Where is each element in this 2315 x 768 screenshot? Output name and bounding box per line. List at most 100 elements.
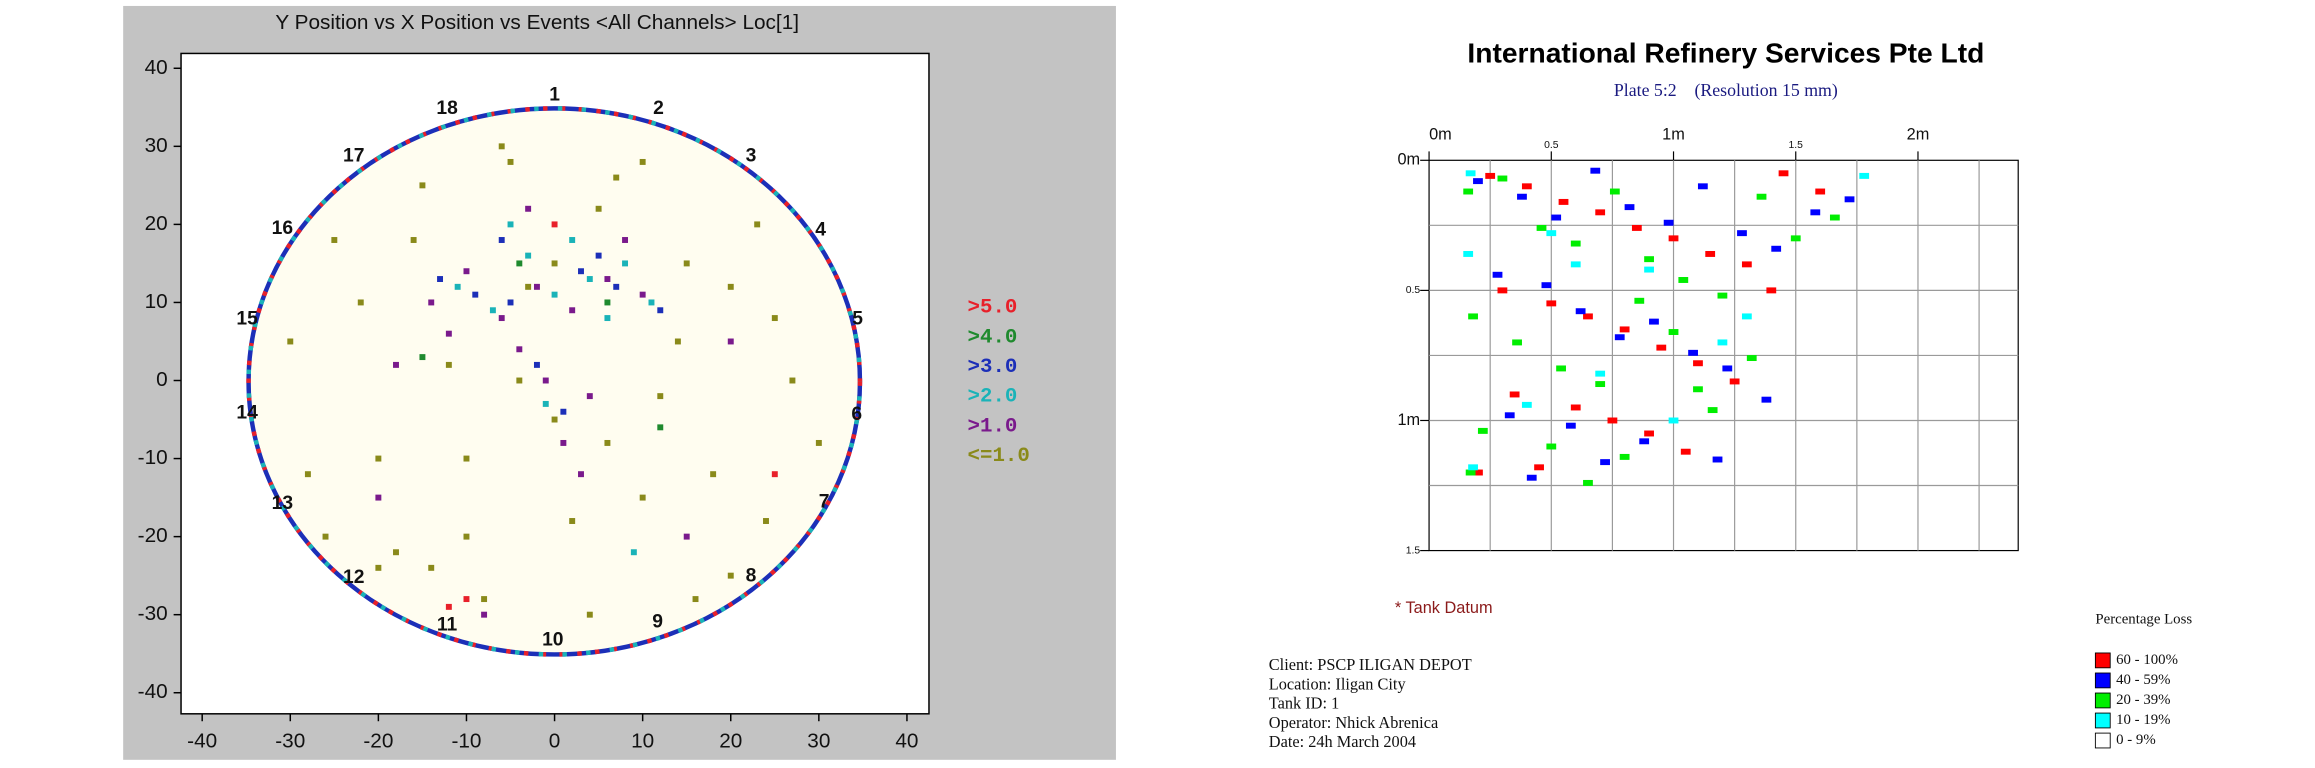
event-point xyxy=(393,549,399,556)
event-point xyxy=(525,252,532,259)
loss-cell xyxy=(1717,292,1728,299)
event-point xyxy=(463,455,470,462)
event-point xyxy=(489,307,496,314)
event-point xyxy=(287,338,294,345)
info-line: Client: PSCP ILIGAN DEPOT xyxy=(1269,655,1472,674)
event-point xyxy=(322,533,329,540)
event-point xyxy=(683,260,690,267)
event-point xyxy=(578,471,584,478)
event-point xyxy=(507,158,514,165)
x-tick-label: 20 xyxy=(719,729,742,752)
loss-cell xyxy=(1575,308,1586,315)
event-point xyxy=(771,315,778,322)
loss-cell xyxy=(1810,209,1821,216)
y-tick-label: -30 xyxy=(138,602,168,625)
legend-label: >5.0 xyxy=(968,297,1018,320)
event-point xyxy=(525,283,532,290)
y-tick-label: -10 xyxy=(138,446,168,469)
event-point xyxy=(498,237,505,243)
loss-cell xyxy=(1766,287,1777,294)
event-point xyxy=(657,307,664,314)
loss-cell xyxy=(1729,378,1740,385)
right-subtitle: Plate 5:2 (Resolution 15 mm) xyxy=(1614,80,1838,101)
event-point xyxy=(551,291,558,298)
loss-cell xyxy=(1521,183,1532,190)
loss-cell xyxy=(1707,407,1718,414)
loss-cell xyxy=(1546,443,1557,450)
x-tick-label: 1m xyxy=(1662,125,1685,143)
event-point xyxy=(551,221,558,228)
event-point xyxy=(445,330,452,337)
loss-cell xyxy=(1609,188,1620,195)
info-line: Date: 24h March 2004 xyxy=(1269,732,1416,751)
loss-cell xyxy=(1668,417,1679,424)
event-point xyxy=(393,361,399,368)
loss-cell xyxy=(1468,464,1478,471)
x-tick-label: 2m xyxy=(1907,125,1930,143)
event-point xyxy=(569,307,576,314)
loss-cell xyxy=(1556,365,1566,372)
event-point xyxy=(657,393,664,400)
info-line: Location: Iligan City xyxy=(1269,674,1407,693)
loss-cell xyxy=(1536,224,1547,231)
sensor-label: 6 xyxy=(851,404,862,425)
event-point xyxy=(674,338,681,345)
sensor-label: 8 xyxy=(746,566,757,587)
loss-cell xyxy=(1468,313,1478,320)
loss-cell xyxy=(1473,178,1483,185)
event-point xyxy=(727,338,734,345)
event-point xyxy=(763,518,769,524)
legend-swatch xyxy=(2094,732,2111,749)
x-tick-label: -30 xyxy=(275,729,305,752)
loss-cell xyxy=(1761,396,1772,403)
loss-cell xyxy=(1504,412,1515,419)
info-line: Tank ID: 1 xyxy=(1269,694,1339,713)
event-point xyxy=(648,299,655,306)
x-tick-label: 1.5 xyxy=(1789,140,1804,151)
loss-cell xyxy=(1712,456,1723,463)
event-point xyxy=(560,439,567,446)
event-point xyxy=(560,408,567,415)
event-point xyxy=(419,354,426,361)
event-point xyxy=(516,260,523,267)
loss-cell xyxy=(1680,448,1691,455)
legend-label: 60 - 100% xyxy=(2116,652,2178,668)
loss-cell xyxy=(1590,167,1601,174)
event-point xyxy=(498,143,505,150)
x-tick-label: 40 xyxy=(895,729,918,752)
event-point xyxy=(613,283,620,290)
loss-cell xyxy=(1512,339,1522,346)
event-point xyxy=(639,291,646,298)
loss-cell xyxy=(1746,355,1757,362)
loss-cell xyxy=(1583,313,1593,320)
x-tick-label: 0.5 xyxy=(1544,140,1559,151)
event-point xyxy=(463,596,470,603)
loss-cell xyxy=(1756,193,1767,200)
event-point xyxy=(595,205,602,212)
event-point xyxy=(586,611,593,618)
event-point xyxy=(604,439,611,446)
loss-cell xyxy=(1534,464,1544,471)
loss-cell xyxy=(1644,430,1654,437)
event-point xyxy=(428,564,435,571)
event-point xyxy=(481,596,488,603)
y-tick-label: 20 xyxy=(145,212,168,235)
event-point xyxy=(428,299,435,306)
event-point xyxy=(463,268,470,275)
left-title: Y Position vs X Position vs Events <All … xyxy=(275,11,799,34)
event-point xyxy=(454,283,461,290)
event-point xyxy=(410,237,417,243)
loss-cell xyxy=(1790,235,1801,242)
right-title: International Refinery Services Pte Ltd xyxy=(1467,36,1984,68)
sensor-label: 2 xyxy=(653,98,664,119)
event-point xyxy=(551,260,558,267)
loss-cell xyxy=(1546,230,1557,237)
y-tick-label: 1m xyxy=(1397,411,1420,429)
loss-cell xyxy=(1722,365,1733,372)
loss-cell xyxy=(1656,344,1667,351)
sensor-label: 17 xyxy=(343,146,364,167)
legend-label: >2.0 xyxy=(968,386,1018,409)
y-tick-label: 0 xyxy=(156,368,168,391)
loss-cell xyxy=(1668,329,1679,335)
event-point xyxy=(622,237,629,243)
